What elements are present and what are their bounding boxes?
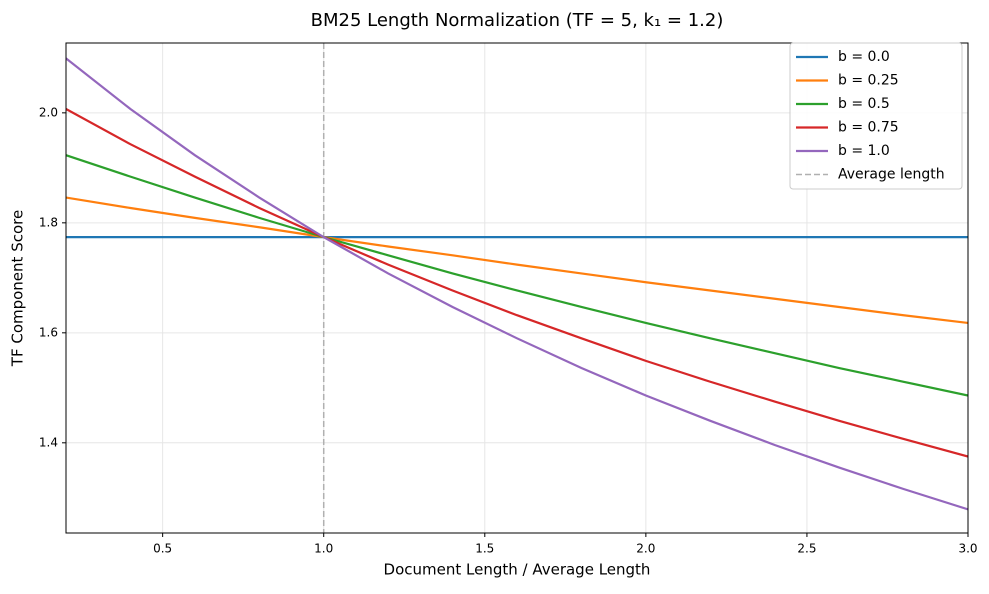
x-tick-label: 0.5 (153, 542, 172, 556)
legend-label: b = 1.0 (838, 143, 890, 159)
y-tick-label: 2.0 (39, 105, 58, 119)
legend-label: b = 0.25 (838, 73, 899, 89)
y-tick-label: 1.8 (39, 215, 58, 229)
legend-box (789, 42, 963, 190)
y-tick-label: 1.4 (39, 435, 58, 449)
plot-frame (65, 42, 969, 534)
legend-label: b = 0.75 (838, 120, 899, 136)
chart-title: BM25 Length Normalization (TF = 5, k₁ = … (311, 10, 724, 31)
legend-label: b = 0.0 (838, 49, 890, 65)
x-tick-label: 2.0 (636, 542, 655, 556)
y-tick-label: 1.6 (39, 325, 58, 339)
x-tick-label: 1.0 (314, 542, 333, 556)
y-axis-label: TF Component Score (9, 210, 27, 367)
x-axis-label: Document Length / Average Length (384, 561, 651, 579)
series-line (66, 154, 968, 397)
x-tick-label: 3.0 (958, 542, 977, 556)
plot-area (66, 43, 968, 533)
legend-label: Average length (838, 167, 945, 183)
x-tick-label: 1.5 (475, 542, 494, 556)
series-line (66, 57, 968, 511)
legend-label: b = 0.5 (838, 96, 890, 112)
series-line (66, 196, 968, 325)
x-tick-label: 2.5 (797, 542, 816, 556)
series-line (66, 108, 968, 458)
